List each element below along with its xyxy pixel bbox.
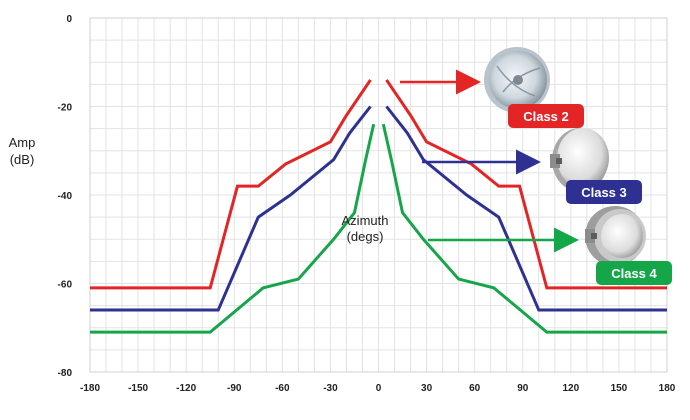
- legend-badge-class-2: [508, 104, 584, 128]
- legend-class-3: Class 3: [422, 128, 642, 204]
- azimuth-annotation-line-1: Azimuth: [341, 213, 389, 228]
- series-line-class-3-left: [90, 105, 372, 312]
- x-tick-label: 60: [469, 383, 481, 394]
- antenna-dish-radome-icon: [550, 128, 609, 192]
- x-tick-label: 150: [611, 383, 628, 394]
- series-line-class-4-left: [90, 123, 376, 334]
- x-tick-label: 30: [421, 383, 433, 394]
- y-tick-label: -40: [58, 191, 73, 202]
- y-axis-title-line-2: (dB): [9, 152, 35, 167]
- legend-label-class-3: Class 3: [581, 185, 627, 200]
- y-tick-label: 0: [66, 14, 72, 25]
- x-tick-label: -180: [80, 383, 100, 394]
- legend-badge-class-4: [596, 261, 672, 285]
- legend-label-class-2: Class 2: [523, 109, 569, 124]
- series-line-class-4-right: [381, 123, 667, 334]
- azimuth-annotation: Azimuth (degs): [330, 213, 400, 245]
- x-tick-label: -150: [128, 383, 148, 394]
- series-lines: [90, 79, 667, 334]
- x-tick-label: -60: [275, 383, 290, 394]
- y-tick-label: -60: [58, 280, 73, 291]
- y-axis-title: Amp (dB): [4, 134, 40, 168]
- series-line-class-2-right: [385, 79, 667, 290]
- x-tick-label: 90: [517, 383, 529, 394]
- series-line-class-2-left: [90, 79, 372, 290]
- series-line-class-3-right: [385, 105, 667, 312]
- y-tick-label: -80: [58, 368, 73, 379]
- legend-badge-class-3: [566, 180, 642, 204]
- x-tick-label: 180: [659, 383, 676, 394]
- x-tick-label: -90: [227, 383, 242, 394]
- antenna-dish-open-icon: [484, 47, 550, 113]
- tick-labels: -180 -150 -120 -90 -60 -30 0 30 60 90 120 150 180 0 -2…: [58, 14, 676, 394]
- plot-border: [89, 17, 668, 373]
- x-tick-label: 0: [376, 383, 382, 394]
- x-tick-label: -30: [323, 383, 338, 394]
- legend-label-class-4: Class 4: [611, 266, 657, 281]
- x-tick-label: -120: [176, 383, 196, 394]
- x-tick-label: 120: [562, 383, 579, 394]
- legend-class-2: Class 2: [400, 47, 584, 128]
- legend-class-4: Class 4: [428, 206, 672, 285]
- azimuth-annotation-line-2: (degs): [346, 229, 384, 244]
- antenna-dish-shielded-icon: [585, 206, 646, 266]
- y-tick-label: -20: [58, 103, 73, 114]
- y-axis-title-line-1: Amp: [8, 135, 36, 150]
